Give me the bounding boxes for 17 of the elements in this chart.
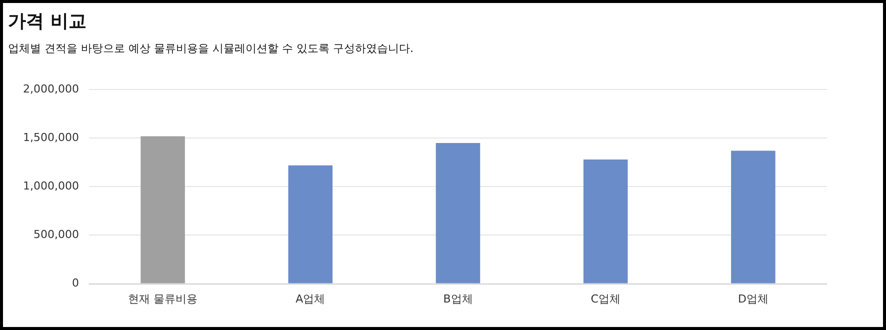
bar bbox=[436, 143, 480, 284]
x-tick-label: A업체 bbox=[296, 292, 326, 306]
x-tick-label: C업체 bbox=[590, 292, 620, 306]
x-tick-label: D업체 bbox=[738, 292, 768, 306]
x-tick-label: B업체 bbox=[443, 292, 473, 306]
x-tick-label: 현재 물류비용 bbox=[128, 292, 198, 306]
y-tick-label: 1,500,000 bbox=[23, 131, 79, 144]
bar bbox=[583, 160, 628, 284]
chart-title: 가격 비교 bbox=[8, 10, 86, 33]
bar bbox=[288, 165, 333, 284]
bar bbox=[140, 136, 185, 284]
y-tick-label: 2,000,000 bbox=[23, 82, 79, 96]
chart-subtitle: 업체별 견적을 바탕으로 예상 물류비용을 시뮬레이션할 수 있도록 구성하였습니다. bbox=[8, 41, 414, 56]
bar bbox=[731, 150, 776, 284]
y-tick-label: 1,000,000 bbox=[23, 180, 79, 193]
y-tick-label: 0 bbox=[72, 276, 79, 290]
y-tick-label: 500,000 bbox=[33, 228, 79, 242]
